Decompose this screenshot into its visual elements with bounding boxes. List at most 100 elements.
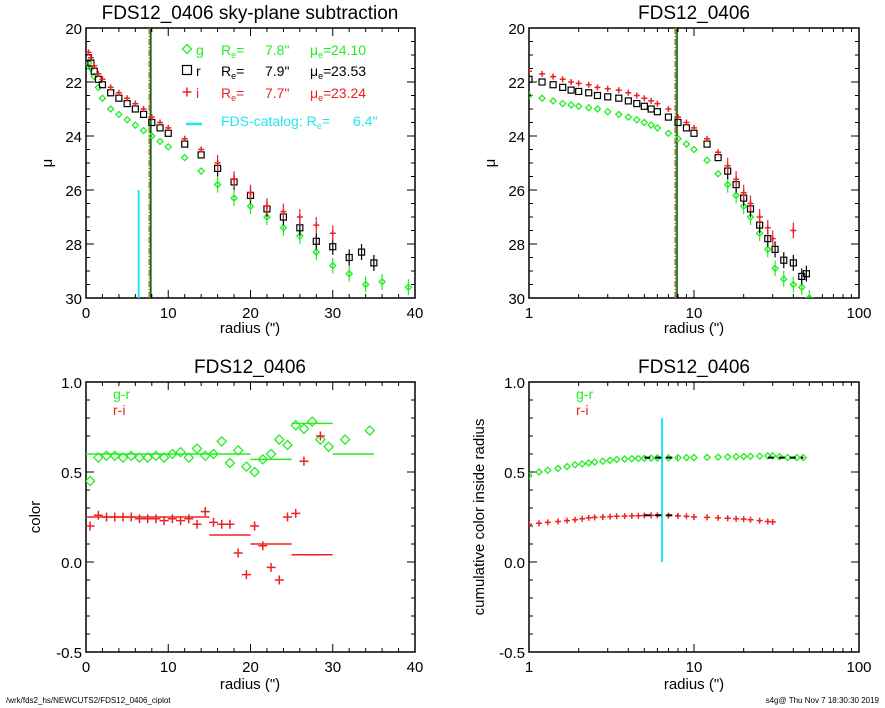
data-point-square xyxy=(131,105,139,113)
x-tick-label: 40 xyxy=(407,659,424,676)
data-point-square xyxy=(181,140,189,148)
panel-title: FDS12_0406 xyxy=(638,357,750,378)
subscript: e xyxy=(318,71,323,81)
legend-re-label: Re= xyxy=(221,63,244,81)
data-point-plus xyxy=(299,456,309,466)
data-point-diamond xyxy=(139,126,148,135)
legend-catalog-label: FDS-catalog: Re= xyxy=(221,113,330,131)
data-point-plus xyxy=(550,73,557,80)
data-point-plus xyxy=(691,514,697,520)
data-point-square xyxy=(714,154,722,162)
data-point-plus xyxy=(641,95,648,102)
data-point-square xyxy=(624,97,632,105)
data-point-plus xyxy=(274,575,284,585)
data-point-diamond xyxy=(282,439,293,451)
data-point-square xyxy=(789,259,797,267)
data-point-diamond xyxy=(549,96,558,105)
x-tick-label: 10 xyxy=(160,305,177,322)
y-tick-label: 0.0 xyxy=(61,555,82,572)
data-point-plus xyxy=(724,515,731,522)
data-point-plus xyxy=(564,517,571,524)
legend-re-label: Re= xyxy=(221,85,244,103)
legend-re-label: Re= xyxy=(221,42,244,60)
panel-title: FDS12_0406 xyxy=(638,3,750,24)
data-point-plus xyxy=(217,519,227,529)
legend-catalog-value: 6.4" xyxy=(353,113,377,129)
data-point-diamond xyxy=(314,434,326,446)
data-point-diamond xyxy=(571,460,579,469)
data-point-plus xyxy=(764,224,771,231)
data-point-plus xyxy=(151,514,161,524)
footer-timestamp: s4g@ Thu Nov 7 18:30:30 2019 xyxy=(766,696,880,705)
subscript: e xyxy=(231,93,236,103)
data-point-diamond xyxy=(404,283,413,292)
data-point-diamond xyxy=(690,145,698,154)
data-point-plus xyxy=(691,124,697,131)
data-point-diamond xyxy=(257,453,269,465)
data-point-square xyxy=(345,253,353,262)
data-point-plus xyxy=(182,87,192,97)
data-point-plus xyxy=(165,124,172,131)
data-point-diamond xyxy=(98,94,107,103)
legend-re-value: 7.7" xyxy=(265,85,289,101)
footer-path: /wrk/fds2_hs/NEWCUTS2/FDS12_0406_ciplot xyxy=(6,696,171,705)
y-axis-label: μ xyxy=(482,159,499,168)
data-point-plus xyxy=(544,519,551,526)
data-point-diamond xyxy=(746,213,755,221)
data-point-diamond xyxy=(117,452,129,464)
panel-cumulative-color: FDS12_0406 radius (") cumulative color i… xyxy=(471,357,872,693)
data-point-square xyxy=(139,110,148,119)
data-point-plus xyxy=(675,512,682,519)
data-point-diamond xyxy=(361,280,370,289)
data-point-plus xyxy=(529,521,532,528)
data-point-plus xyxy=(568,79,575,85)
data-point-diamond xyxy=(563,462,571,471)
data-point-plus xyxy=(756,214,763,220)
subscript: e xyxy=(231,71,236,81)
data-point-diamond xyxy=(230,194,238,203)
data-point-plus xyxy=(198,146,205,153)
data-point-square xyxy=(567,86,575,94)
y-axis-label: cumulative color inside radius xyxy=(471,419,488,616)
data-point-diamond xyxy=(593,105,602,113)
data-point-diamond xyxy=(306,416,318,428)
data-point-diamond xyxy=(674,453,682,462)
data-point-diamond xyxy=(263,213,271,221)
data-point-plus xyxy=(214,160,221,166)
legend-r-i: r-i xyxy=(576,402,588,418)
data-point-plus xyxy=(181,135,188,142)
data-point-plus xyxy=(628,512,635,519)
equals: = xyxy=(323,42,331,58)
data-point-square xyxy=(682,124,691,132)
data-point-diamond xyxy=(682,453,691,462)
data-point-diamond xyxy=(246,202,255,211)
equals: = xyxy=(236,42,244,58)
x-axis-label: radius (") xyxy=(664,320,724,337)
data-point-diamond xyxy=(123,115,132,124)
data-point-plus xyxy=(225,519,235,529)
subscript: e xyxy=(318,50,323,60)
data-point-diamond xyxy=(142,452,154,464)
x-tick-label: 0 xyxy=(82,659,90,676)
legend-band: i xyxy=(196,85,199,101)
data-point-square xyxy=(664,113,673,121)
data-point-diamond xyxy=(191,443,203,455)
data-point-plus xyxy=(585,81,592,88)
data-point-diamond xyxy=(166,448,178,460)
data-point-diamond xyxy=(614,110,623,119)
data-point-diamond xyxy=(732,191,741,200)
data-point-plus xyxy=(654,100,661,107)
data-point-diamond xyxy=(558,99,567,108)
data-point-diamond xyxy=(647,121,656,130)
plot-area xyxy=(86,416,376,585)
data-point-diamond xyxy=(771,264,779,273)
y-tick-label: -0.5 xyxy=(499,645,525,662)
data-point-square xyxy=(604,93,612,101)
data-point-diamond xyxy=(603,107,612,116)
data-point-plus xyxy=(613,513,620,520)
data-point-diamond xyxy=(156,137,164,146)
legend-g-r: g-r xyxy=(113,386,130,402)
data-point-diamond xyxy=(590,458,599,467)
data-point-plus xyxy=(247,189,254,196)
data-point-diamond xyxy=(797,283,806,292)
